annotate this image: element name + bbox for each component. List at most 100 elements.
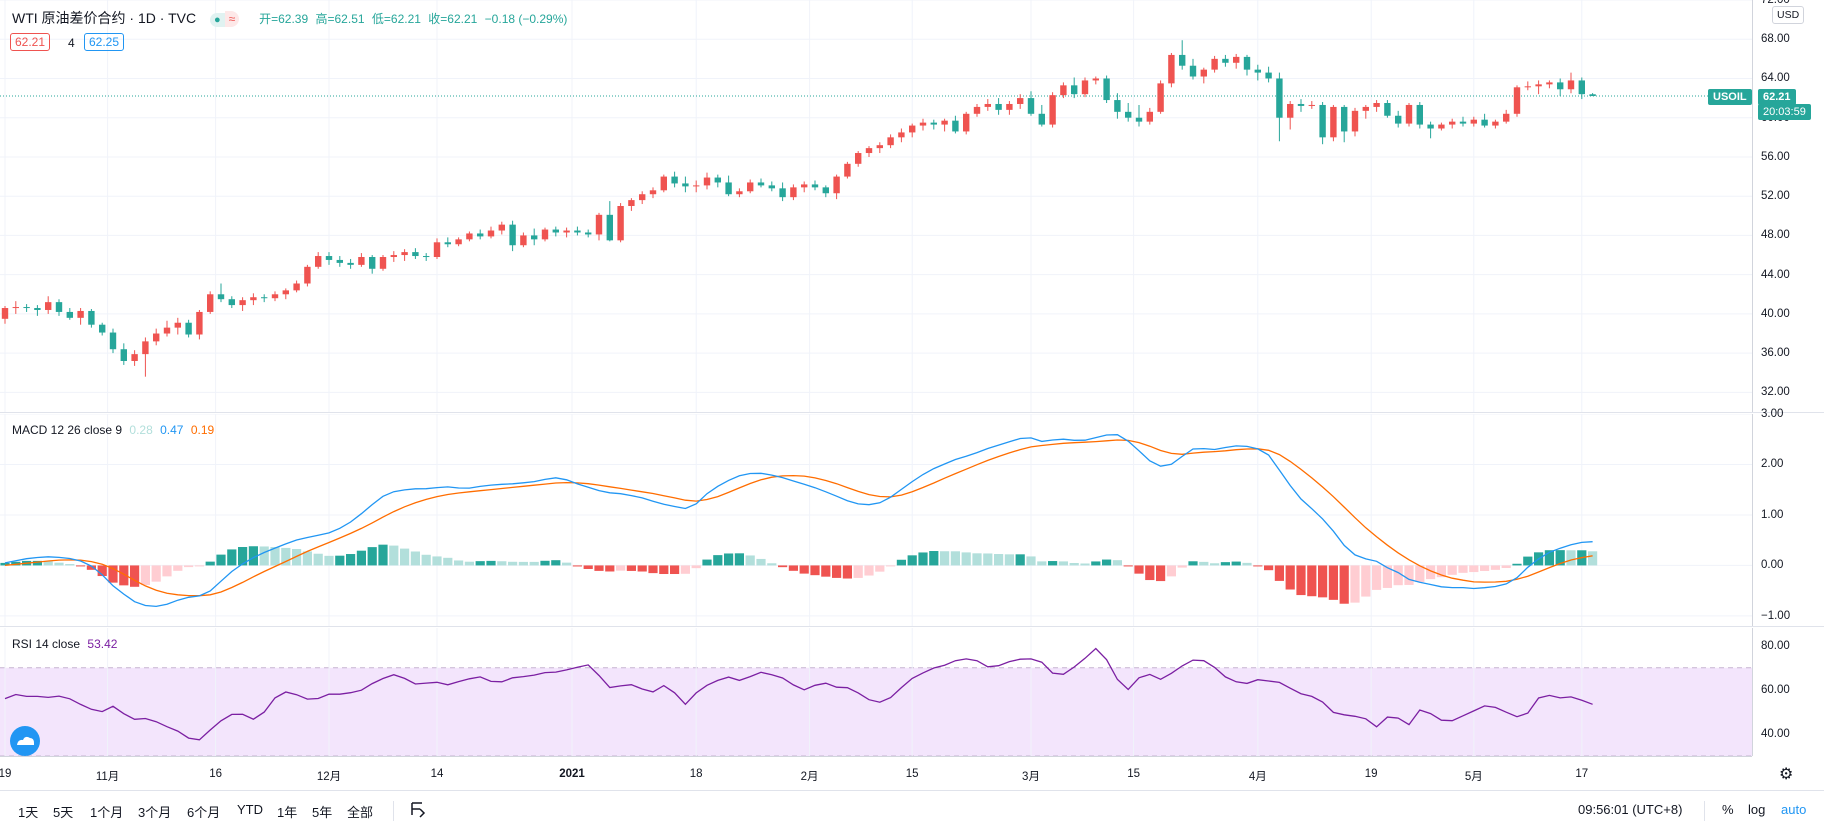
time-tick-label: 4月 [1248,771,1267,783]
price-tick-label: 44.00 [1761,268,1790,281]
pane-separator[interactable] [0,412,1824,413]
macd-histogram-bar [1091,561,1101,566]
candle-body [1535,84,1542,87]
candle-body [1524,86,1531,88]
candle-body [855,153,862,164]
candle-body [207,294,214,312]
macd-histogram-bar [1004,554,1014,566]
candle-body [1319,104,1326,138]
candle-body [1146,111,1153,122]
price-axis[interactable]: 72.0068.0064.0060.0056.0052.0048.0044.00… [1752,0,1824,412]
range-ytd-button[interactable]: YTD [237,802,263,817]
price-tick-label: 64.00 [1761,72,1790,85]
candle-body [423,256,430,258]
log-scale-toggle[interactable]: log [1748,802,1766,817]
toolbar-divider [1704,801,1705,821]
macd-title[interactable]: MACD 12 26 close 9 [12,423,123,437]
price-tick-label: 48.00 [1761,229,1790,242]
macd-histogram-bar [324,555,334,566]
macd-histogram-bar [1307,565,1317,597]
macd-histogram-bar [486,560,496,566]
high-value: 高=62.51 [315,12,365,26]
macd-tick-label: 0.00 [1761,559,1784,572]
price-tick-label: 32.00 [1761,386,1790,399]
range-3m-button[interactable]: 3个月 [138,805,172,820]
candle-body [1038,113,1045,125]
macd-chart[interactable] [0,414,1752,626]
candle-body [1135,117,1143,122]
price-pane[interactable]: WTI 原油差价合约 · 1D · TVC ● ≈ 开=62.39 高=62.51… [0,0,1752,412]
macd-pane[interactable]: MACD 12 26 close 9 0.28 0.47 0.19 [0,414,1752,626]
date-range-icon[interactable] [408,799,428,824]
range-all-button[interactable]: 全部 [347,805,374,820]
candle-body [1179,54,1186,66]
range-1d-button[interactable]: 1天 [18,805,39,820]
macd-histogram-bar [1220,562,1230,566]
macd-histogram-bar [832,565,842,578]
time-axis[interactable]: 19 11月 16 12月 14 2021 18 2月 15 3月 15 4月 19 5月 17 [0,756,1752,790]
symbol-title[interactable]: WTI 原油差价合约 · 1D · TVC [12,10,197,26]
range-1y-button[interactable]: 1年 [277,805,298,820]
macd-histogram-bar [356,550,366,566]
macd-histogram-bar [194,565,204,567]
candle-body [1049,95,1056,125]
rsi-value: 53.42 [87,637,118,651]
auto-scale-toggle[interactable]: auto [1781,802,1807,817]
candle-body [1222,58,1229,63]
pane-separator[interactable] [0,626,1824,627]
candle-body [1092,78,1099,81]
macd-histogram-bar [281,547,291,566]
macd-histogram-bar [497,561,507,566]
candle-body [315,256,322,267]
macd-histogram-bar [97,565,107,577]
rsi-pane[interactable]: RSI 14 close 53.42 [0,628,1752,756]
macd-histogram-bar [76,565,86,567]
tag-price: 62.21 [1758,89,1796,106]
candle-body [131,354,138,361]
candle-body [790,187,797,198]
rsi-chart[interactable] [0,628,1752,756]
rsi-title[interactable]: RSI 14 close [12,637,81,651]
candle-body [293,283,300,291]
candle-body [66,311,73,318]
candle-body [1362,106,1369,111]
candle-body [153,333,160,342]
candle-body [963,113,970,132]
candle-body [703,177,711,186]
candlestick-chart[interactable] [0,0,1752,412]
gear-icon[interactable]: ⚙ [1779,766,1794,783]
candle-body [725,182,732,195]
sell-price-badge[interactable]: 62.21 [10,33,51,51]
macd-histogram-bar [421,554,431,566]
range-5y-button[interactable]: 5年 [312,805,333,820]
candle-body [498,224,505,231]
buy-price-badge[interactable]: 62.25 [84,33,125,51]
candle-body [1157,83,1164,112]
time-tick-label: 15 [905,768,919,780]
price-tick-label: 56.00 [1761,150,1790,163]
percent-scale-toggle[interactable]: % [1722,802,1734,817]
currency-label[interactable]: USD [1772,6,1805,24]
candle-body [1308,104,1315,106]
macd-histogram-bar [734,553,744,566]
candle-body [217,294,225,300]
macd-histogram-bar [140,565,150,585]
candle-body [887,137,894,146]
macd-histogram-bar [1199,561,1209,566]
clock-timezone[interactable]: 09:56:01 (UTC+8) [1578,802,1683,817]
macd-histogram-bar [767,563,777,566]
macd-histogram-bar [1145,565,1155,581]
macd-histogram-bar [616,565,626,571]
macd-histogram-bar [594,565,604,571]
range-5d-button[interactable]: 5天 [53,805,74,820]
range-6m-button[interactable]: 6个月 [187,805,221,820]
tradingview-logo-icon[interactable] [10,726,40,756]
macd-histogram-bar [1058,561,1068,566]
rsi-axis[interactable]: 80.00 60.00 40.00 [1752,628,1824,756]
range-1m-button[interactable]: 1个月 [90,805,124,820]
macd-histogram-bar [1188,561,1198,566]
candle-body [174,322,181,328]
macd-axis[interactable]: 3.00 2.00 1.00 0.00 −1.00 [1752,408,1824,626]
candle-body [919,122,927,126]
